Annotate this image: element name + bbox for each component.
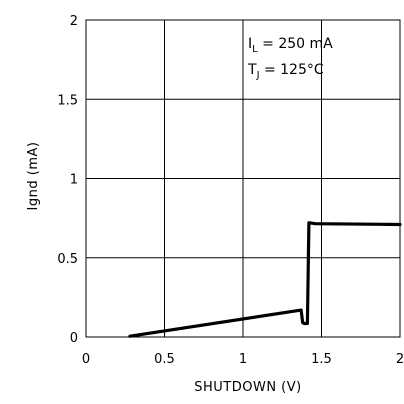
x-tick-label: 0.5 (154, 352, 175, 367)
x-tick-label: 1 (239, 352, 247, 367)
plot-frame (85, 19, 401, 338)
y-tick-label: 2 (70, 14, 78, 29)
y-tick-label: 1.5 (57, 93, 78, 108)
x-axis-label: SHUTDOWN (V) (194, 380, 301, 395)
annotation-load-current-value: = 250 mA (258, 36, 333, 52)
annotation-junction-temp: TJ = 125°C (247, 62, 324, 81)
y-tick-label: 0.5 (57, 252, 78, 267)
annotation-load-current-subscript: L (252, 44, 258, 55)
annotation-junction-temp-value: = 125°C (260, 62, 324, 78)
y-tick-label: 1 (70, 173, 78, 188)
grid (86, 20, 400, 337)
y-axis-label: Ignd (mA) (26, 142, 41, 211)
y-tick-label: 0 (70, 331, 78, 346)
annotation-junction-temp-subscript: J (256, 70, 260, 81)
series-line-ignd (128, 221, 402, 338)
x-tick-label: 1.5 (311, 352, 332, 367)
ticks: 0 0.5 1 1.5 2 0 0.5 1 1.5 2 (57, 14, 404, 367)
x-tick-label: 0 (82, 352, 90, 367)
annotation-load-current-symbol: I (248, 36, 252, 52)
annotation-load-current: IL = 250 mA (248, 36, 333, 55)
annotation-junction-temp-symbol: T (247, 62, 257, 78)
x-tick-label: 2 (396, 352, 404, 367)
